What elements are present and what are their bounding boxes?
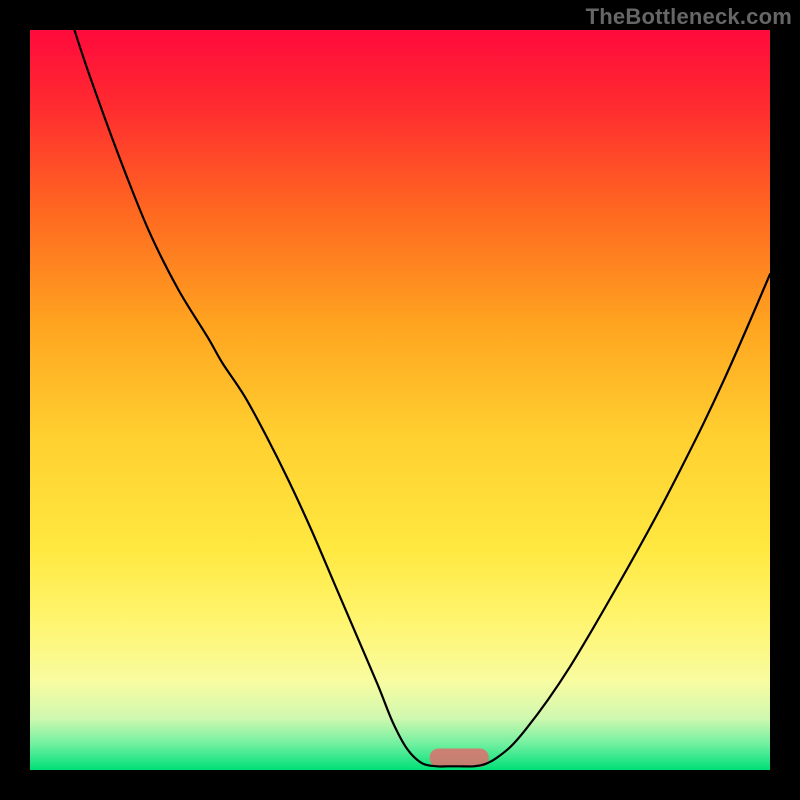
plot-border-right: [770, 0, 800, 800]
bottleneck-curve-chart: [0, 0, 800, 800]
plot-background: [30, 30, 770, 770]
chart-container: { "watermark": { "text": "TheBottleneck.…: [0, 0, 800, 800]
plot-border-left: [0, 0, 30, 800]
watermark-text: TheBottleneck.com: [586, 4, 792, 30]
plot-border-bottom: [0, 770, 800, 800]
optimal-marker: [430, 749, 489, 768]
